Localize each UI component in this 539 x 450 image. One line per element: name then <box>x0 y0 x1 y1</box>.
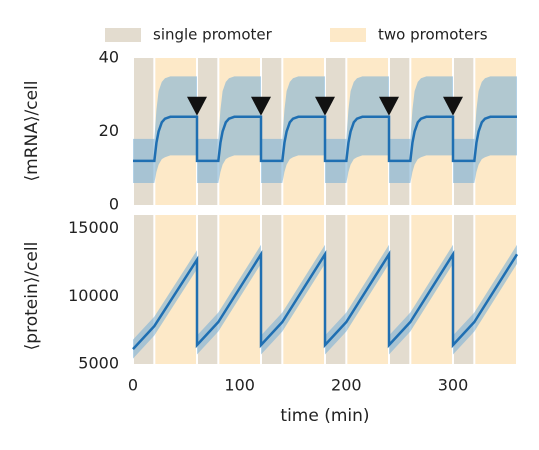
marker <box>251 96 271 116</box>
y-tick-label: 40 <box>99 48 119 67</box>
legend-label: single promoter <box>153 26 273 44</box>
x-tick-label: 200 <box>331 376 362 395</box>
y-tick-label: 15000 <box>68 218 119 237</box>
y-tick-label: 0 <box>109 195 119 214</box>
marker <box>443 96 463 116</box>
line <box>133 115 517 163</box>
legend-swatch <box>330 28 366 42</box>
marker <box>187 96 207 116</box>
y-tick-label: 5000 <box>78 354 119 373</box>
y-axis-label: ⟨mRNA⟩/cell <box>22 81 42 182</box>
line <box>132 249 519 350</box>
marker <box>379 96 399 116</box>
y-tick-label: 20 <box>99 121 119 140</box>
x-axis-label: time (min) <box>280 406 369 426</box>
y-tick-label: 10000 <box>68 286 119 305</box>
marker <box>315 96 335 116</box>
y-axis-label: ⟨protein⟩/cell <box>22 242 42 351</box>
x-tick-label: 300 <box>438 376 469 395</box>
legend-label: two promoters <box>378 26 488 44</box>
x-tick-label: 0 <box>128 376 138 395</box>
legend-swatch <box>105 28 141 42</box>
x-tick-label: 100 <box>224 376 255 395</box>
